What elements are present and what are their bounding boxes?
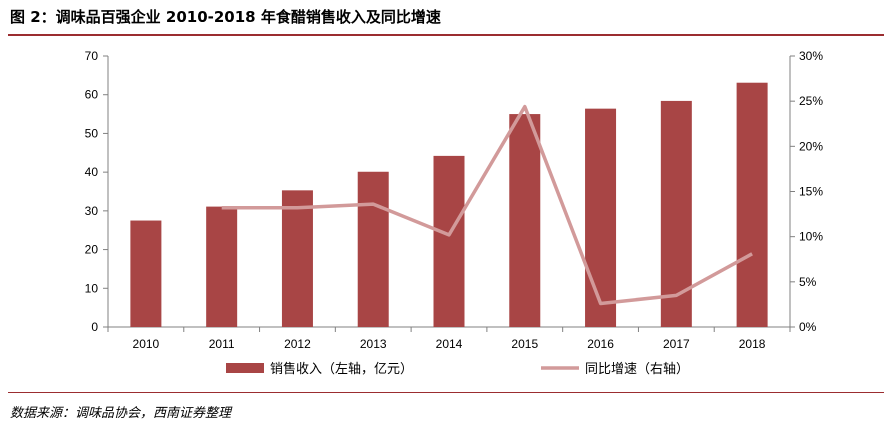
legend-bar-label: 销售收入（左轴，亿元） xyxy=(270,361,413,377)
line-series xyxy=(221,104,753,306)
x-tick-label: 2016 xyxy=(587,337,614,351)
legend-line-label: 同比增速（右轴） xyxy=(585,362,689,377)
bar xyxy=(206,206,238,327)
y-left-tick-label: 10 xyxy=(85,281,99,295)
y-left-tick-label: 50 xyxy=(85,126,99,140)
y-right-tick-label: 5% xyxy=(799,275,817,289)
combo-chart: 0 10 20 30 40 50 60 70 0% 5% 10% 15% 20% 25% 30% 2010 20… xyxy=(85,49,824,377)
y-left-tick-label: 0 xyxy=(91,320,98,334)
legend-bar-swatch xyxy=(226,363,264,373)
tick-labels: 0 10 20 30 40 50 60 70 0% 5% 10% 15% 20% 25% 30% 2010 20… xyxy=(85,49,824,351)
bar xyxy=(130,220,162,327)
x-tick-label: 2010 xyxy=(133,337,160,351)
bar xyxy=(357,171,389,327)
bar-series xyxy=(130,82,768,327)
x-tick-label: 2018 xyxy=(739,337,766,351)
y-right-tick-label: 30% xyxy=(799,49,823,63)
y-right-tick-label: 0% xyxy=(799,320,817,334)
bar xyxy=(660,100,692,327)
y-left-tick-label: 20 xyxy=(85,243,99,257)
x-tick-label: 2012 xyxy=(284,337,311,351)
bar xyxy=(736,82,768,327)
source-note: 数据来源：调味品协会，西南证券整理 xyxy=(10,406,232,421)
x-tick-label: 2013 xyxy=(360,337,387,351)
y-left-tick-label: 30 xyxy=(85,204,99,218)
y-right-tick-label: 10% xyxy=(799,230,823,244)
y-left-tick-label: 60 xyxy=(85,88,99,102)
source-divider xyxy=(8,392,884,393)
x-tick-label: 2011 xyxy=(209,337,235,351)
chart-title: 图 2：调味品百强企业 2010-2018 年食醋销售收入及同比增速 xyxy=(10,8,441,26)
y-right-tick-label: 25% xyxy=(799,94,823,108)
y-right-tick-label: 20% xyxy=(799,139,823,153)
y-right-tick-label: 15% xyxy=(799,185,823,199)
title-divider xyxy=(8,34,884,36)
y-left-tick-label: 70 xyxy=(85,49,99,63)
bar xyxy=(433,155,465,327)
x-tick-label: 2017 xyxy=(663,337,690,351)
x-tick-label: 2014 xyxy=(436,337,463,351)
growth-line xyxy=(221,104,753,306)
y-left-tick-label: 40 xyxy=(85,165,99,179)
bar xyxy=(281,190,313,327)
chart-legend: 销售收入（左轴，亿元） 同比增速（右轴） xyxy=(226,361,689,377)
bar xyxy=(585,108,617,327)
bar xyxy=(509,114,541,327)
x-tick-label: 2015 xyxy=(511,337,538,351)
